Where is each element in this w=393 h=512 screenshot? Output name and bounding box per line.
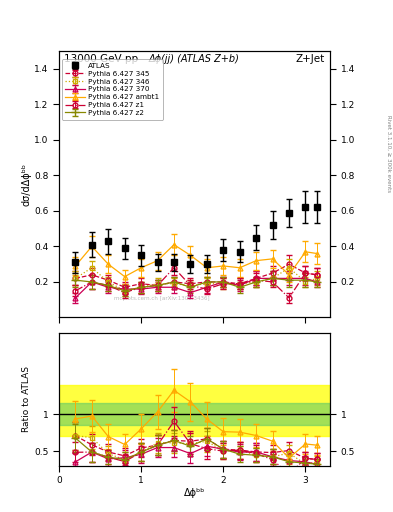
Y-axis label: dσ/dΔϕᵇᵇ: dσ/dΔϕᵇᵇ — [21, 163, 31, 206]
Bar — [59, 385, 330, 436]
Text: Δϕ(jj) (ATLAS Z+b): Δϕ(jj) (ATLAS Z+b) — [149, 54, 240, 64]
Legend: ATLAS, Pythia 6.427 345, Pythia 6.427 346, Pythia 6.427 370, Pythia 6.427 ambt1,: ATLAS, Pythia 6.427 345, Pythia 6.427 34… — [62, 59, 163, 120]
Text: Rivet 3.1.10, ≥ 300k events: Rivet 3.1.10, ≥ 300k events — [386, 115, 391, 192]
Bar — [59, 403, 330, 425]
X-axis label: Δϕᵇᵇ: Δϕᵇᵇ — [184, 488, 205, 498]
Text: 13000 GeV pp: 13000 GeV pp — [64, 54, 138, 64]
Y-axis label: Ratio to ATLAS: Ratio to ATLAS — [22, 367, 31, 432]
Text: Z+Jet: Z+Jet — [296, 54, 325, 64]
Text: mcplots.cern.ch [arXiv:1306.3436]: mcplots.cern.ch [arXiv:1306.3436] — [114, 296, 210, 302]
